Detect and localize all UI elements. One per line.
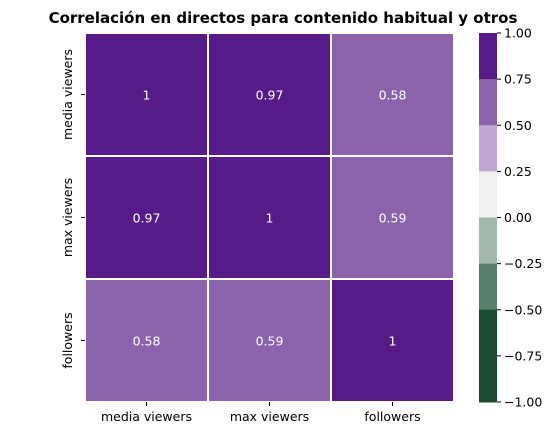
colorbar-tick-label: −0.75 — [504, 348, 542, 363]
colorbar-segment — [479, 309, 497, 357]
colorbar-tick-label: −0.50 — [504, 302, 542, 317]
y-tick-label-media-viewers: media viewers — [60, 49, 75, 140]
chart-title: Correlación en directos para contenido h… — [49, 9, 518, 27]
colorbar-tick-label: 0.00 — [504, 210, 532, 225]
cell-value-label: 0.58 — [133, 334, 161, 349]
cell-value-label: 0.59 — [379, 211, 407, 226]
cell-value-label: 1 — [389, 334, 397, 349]
colorbar-segment — [479, 33, 497, 80]
y-tick-label-max-viewers: max viewers — [60, 178, 75, 257]
heatmap-cell-media-viewers-max-viewers — [207, 32, 332, 157]
cell-value-label: 0.58 — [379, 88, 407, 103]
colorbar-segment — [479, 171, 497, 218]
colorbar-segment — [479, 355, 497, 403]
colorbar-tick-label: 1.00 — [504, 26, 532, 41]
colorbar: 1.00 0.75 0.50 0.25 0.00 −0.25 −0.50 −0.75 −1.00 — [479, 26, 542, 410]
colorbar-tick-label: 0.50 — [504, 118, 532, 133]
heatmap-cells: 1 0.97 0.58 0.97 1 0.59 0.58 0.59 1 — [84, 32, 455, 403]
heatmap-cell-media-viewers-media-viewers — [84, 32, 209, 157]
y-axis-labels: media viewers max viewers followers — [60, 49, 85, 369]
colorbar-segment — [479, 125, 497, 172]
cell-value-label: 0.59 — [256, 334, 284, 349]
heatmap-cell-followers-max-viewers — [207, 278, 332, 403]
colorbar-segment — [479, 263, 497, 311]
cell-value-label: 0.97 — [256, 88, 284, 103]
x-tick-label-followers: followers — [364, 409, 420, 424]
colorbar-tick-label: −1.00 — [504, 395, 542, 410]
colorbar-tick-label: 0.25 — [504, 164, 532, 179]
colorbar-tick-label: 0.75 — [504, 72, 532, 87]
y-tick-label-followers: followers — [60, 312, 75, 368]
cell-value-label: 0.97 — [133, 211, 161, 226]
cell-value-label: 1 — [143, 88, 151, 103]
x-axis-labels: media viewers max viewers followers — [101, 402, 421, 424]
colorbar-tick-label: −0.25 — [504, 256, 542, 271]
x-tick-label-media-viewers: media viewers — [101, 409, 192, 424]
colorbar-segment — [479, 79, 497, 126]
heatmap-cell-media-viewers-followers — [330, 32, 455, 157]
x-tick-label-max-viewers: max viewers — [230, 409, 309, 424]
colorbar-segment — [479, 217, 497, 265]
heatmap-cell-max-viewers-followers — [330, 155, 455, 280]
cell-value-label: 1 — [266, 211, 274, 226]
